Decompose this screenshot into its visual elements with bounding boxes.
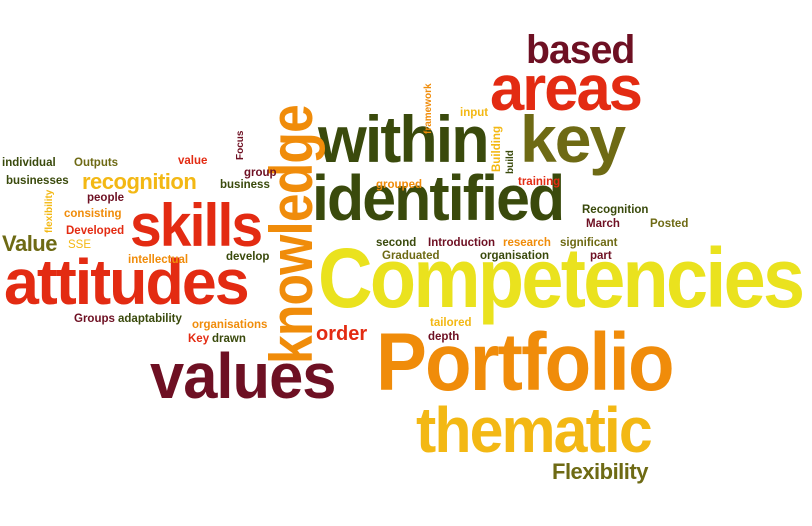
- word-areas: areas: [490, 52, 643, 124]
- word-knowledge: knowledge: [258, 105, 325, 364]
- word-building: Building: [491, 126, 503, 172]
- word-thematic: thematic: [416, 394, 653, 466]
- word-attitudes: attitudes: [4, 246, 250, 318]
- word-people: people: [87, 192, 125, 204]
- word-research: research: [503, 237, 551, 249]
- word-drawn: drawn: [212, 333, 246, 345]
- word-sse: SSE: [68, 239, 92, 251]
- word-developed: Developed: [66, 225, 125, 237]
- word-graduated: Graduated: [382, 250, 440, 262]
- word-second: second: [376, 237, 417, 249]
- word-training: training: [518, 176, 561, 188]
- word-flexibility: flexibility: [44, 189, 55, 233]
- word-order: order: [316, 323, 368, 345]
- word-business: business: [220, 179, 270, 191]
- word-framework: framework: [423, 83, 434, 134]
- word-build: build: [505, 150, 516, 174]
- word-march: March: [586, 218, 620, 230]
- word-consisting: consisting: [64, 208, 122, 220]
- word-key: key: [520, 102, 626, 176]
- word-intellectual: intellectual: [128, 254, 189, 266]
- word-posted: Posted: [650, 218, 689, 230]
- word-value: value: [178, 155, 208, 167]
- word-within: within: [318, 102, 490, 176]
- word-values: values: [150, 340, 336, 412]
- word-key-capital: Key: [188, 333, 210, 345]
- word-adaptability: adaptability: [118, 313, 182, 325]
- word-value-capital: Value: [2, 231, 57, 256]
- word-identified: identified: [312, 162, 565, 234]
- word-outputs: Outputs: [74, 157, 119, 169]
- word-organisation: organisation: [480, 250, 550, 262]
- word-individual: individual: [2, 157, 56, 169]
- word-based: based: [526, 28, 635, 72]
- word-grouped: grouped: [376, 179, 422, 191]
- word-competencies: Competencies: [318, 231, 805, 325]
- word-skills: skills: [130, 192, 263, 259]
- word-recognition: recognition: [82, 169, 197, 194]
- word-group: group: [244, 167, 277, 179]
- word-significant: significant: [560, 237, 618, 249]
- word-part: part: [590, 250, 612, 262]
- word-input: input: [460, 107, 489, 119]
- word-develop: develop: [226, 251, 270, 263]
- word-groups: Groups: [74, 313, 115, 325]
- word-flexibility-capital: Flexibility: [552, 459, 648, 484]
- word-introduction: Introduction: [428, 237, 496, 249]
- word-recognition-capital: Recognition: [582, 204, 649, 216]
- word-businesses: businesses: [6, 175, 69, 187]
- word-focus: Focus: [235, 130, 246, 160]
- word-portfolio: Portfolio: [376, 317, 675, 408]
- word-organisations: organisations: [192, 319, 268, 331]
- word-depth: depth: [428, 331, 460, 343]
- word-tailored: tailored: [430, 317, 472, 329]
